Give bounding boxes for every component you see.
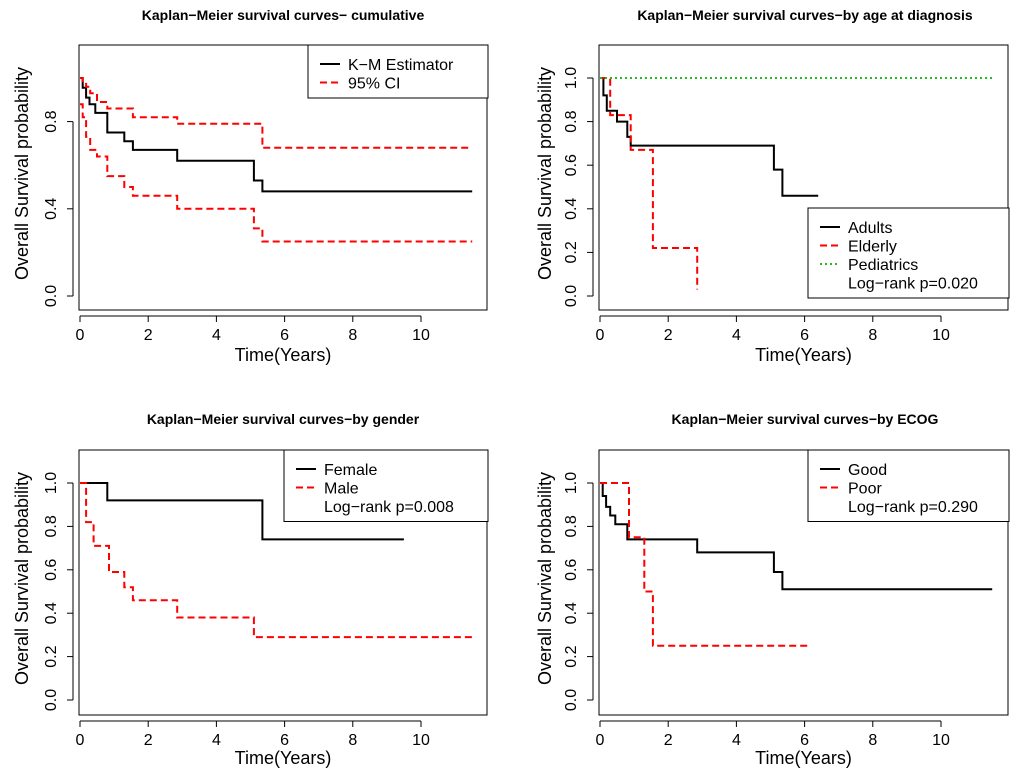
x-tick-label: 10 [932, 732, 950, 749]
y-tick-label: 0.8 [563, 110, 580, 132]
x-tick-label: 2 [664, 732, 673, 749]
series-line-2 [600, 482, 808, 647]
chart-panel-1: Kaplan−Meier survival curves− cumulative… [12, 7, 489, 365]
chart-title: Kaplan−Meier survival curves−by ECOG [672, 411, 939, 427]
y-tick-label: 1.0 [563, 472, 580, 494]
series-line-2 [600, 77, 699, 290]
y-tick-label: 1.0 [563, 67, 580, 89]
y-tick-label: 0.2 [563, 645, 580, 667]
x-tick-label: 2 [664, 327, 673, 344]
y-tick-label: 0.0 [43, 689, 60, 711]
legend-box [807, 449, 1010, 522]
y-tick-label: 0.4 [563, 602, 580, 624]
y-tick-label: 0.6 [43, 559, 60, 581]
x-tick-label: 2 [144, 327, 153, 344]
plot-frame [78, 44, 488, 311]
chart-panel-2: Kaplan−Meier survival curves−by age at d… [535, 7, 1010, 365]
plot-frame [598, 44, 1009, 311]
x-tick-label: 6 [280, 327, 289, 344]
y-tick-label: 0.2 [563, 241, 580, 263]
y-tick-label: 0.6 [563, 559, 580, 581]
x-tick-label: 0 [76, 327, 85, 344]
series-line-1 [600, 482, 993, 591]
y-axis-label: Overall Survival probability [535, 472, 555, 685]
x-tick-label: 8 [868, 732, 877, 749]
x-tick-label: 6 [800, 732, 809, 749]
x-tick-label: 8 [348, 327, 357, 344]
y-tick-label: 0.4 [563, 198, 580, 220]
y-tick-label: 0.8 [43, 110, 60, 132]
legend-entry: Good [848, 462, 887, 479]
legend-entry: Pediatrics [848, 257, 918, 274]
y-axis-label: Overall Survival probability [535, 67, 555, 280]
x-tick-label: 6 [280, 732, 289, 749]
x-tick-label: 4 [732, 732, 741, 749]
y-tick-label: 0.0 [563, 689, 580, 711]
x-tick-label: 2 [144, 732, 153, 749]
y-tick-label: 0.8 [563, 515, 580, 537]
x-tick-label: 8 [868, 327, 877, 344]
x-tick-label: 4 [212, 732, 221, 749]
x-tick-label: 4 [212, 327, 221, 344]
y-tick-label: 0.6 [563, 154, 580, 176]
x-axis-label: Time(Years) [235, 748, 332, 768]
chart-title: Kaplan−Meier survival curves−by age at d… [637, 7, 973, 23]
x-tick-label: 10 [932, 327, 950, 344]
legend-entry: Poor [848, 481, 882, 498]
y-tick-label: 0.2 [43, 645, 60, 667]
legend-box [283, 449, 489, 522]
series-line-1 [80, 482, 404, 541]
legend-entry: K−M Estimator [348, 57, 454, 74]
y-tick-label: 1.0 [43, 472, 60, 494]
legend-box [807, 207, 1010, 299]
legend-entry: 95% CI [348, 76, 400, 93]
x-tick-label: 0 [76, 732, 85, 749]
x-tick-label: 10 [412, 327, 430, 344]
legend-entry: Female [324, 462, 377, 479]
series-line-3 [80, 103, 473, 243]
x-tick-label: 6 [800, 327, 809, 344]
chart-title: Kaplan−Meier survival curves− cumulative [142, 7, 425, 23]
chart-panel-4: Kaplan−Meier survival curves−by ECOG 0 2 4 6… [535, 411, 1010, 768]
series-line-2 [80, 482, 473, 639]
series-line-1 [80, 77, 473, 193]
y-tick-label: 0.0 [43, 285, 60, 307]
x-axis-label: Time(Years) [755, 345, 852, 365]
legend-entry: Elderly [848, 239, 897, 256]
x-tick-label: 10 [412, 732, 430, 749]
y-axis-label: Overall Survival probability [12, 67, 32, 280]
legend-entry: Adults [848, 220, 892, 237]
log-rank-text: Log−rank p=0.008 [324, 499, 454, 516]
x-axis-label: Time(Years) [755, 748, 852, 768]
x-tick-label: 0 [596, 327, 605, 344]
y-tick-label: 0.4 [43, 602, 60, 624]
series-line-1 [600, 77, 819, 197]
chart-panel-3: Kaplan−Meier survival curves−by gender 0 2… [12, 411, 489, 768]
y-tick-label: 0.0 [563, 285, 580, 307]
x-axis-label: Time(Years) [235, 345, 332, 365]
y-tick-label: 0.4 [43, 198, 60, 220]
plot-frame [598, 449, 1009, 716]
chart-title: Kaplan−Meier survival curves−by gender [147, 411, 420, 427]
x-tick-label: 0 [596, 732, 605, 749]
log-rank-text: Log−rank p=0.020 [848, 276, 978, 293]
x-tick-label: 4 [732, 327, 741, 344]
y-axis-label: Overall Survival probability [12, 472, 32, 685]
legend-entry: Male [324, 481, 359, 498]
legend-box [307, 44, 489, 99]
log-rank-text: Log−rank p=0.290 [848, 499, 978, 516]
plot-frame [78, 449, 488, 716]
x-tick-label: 8 [348, 732, 357, 749]
y-tick-label: 0.8 [43, 515, 60, 537]
